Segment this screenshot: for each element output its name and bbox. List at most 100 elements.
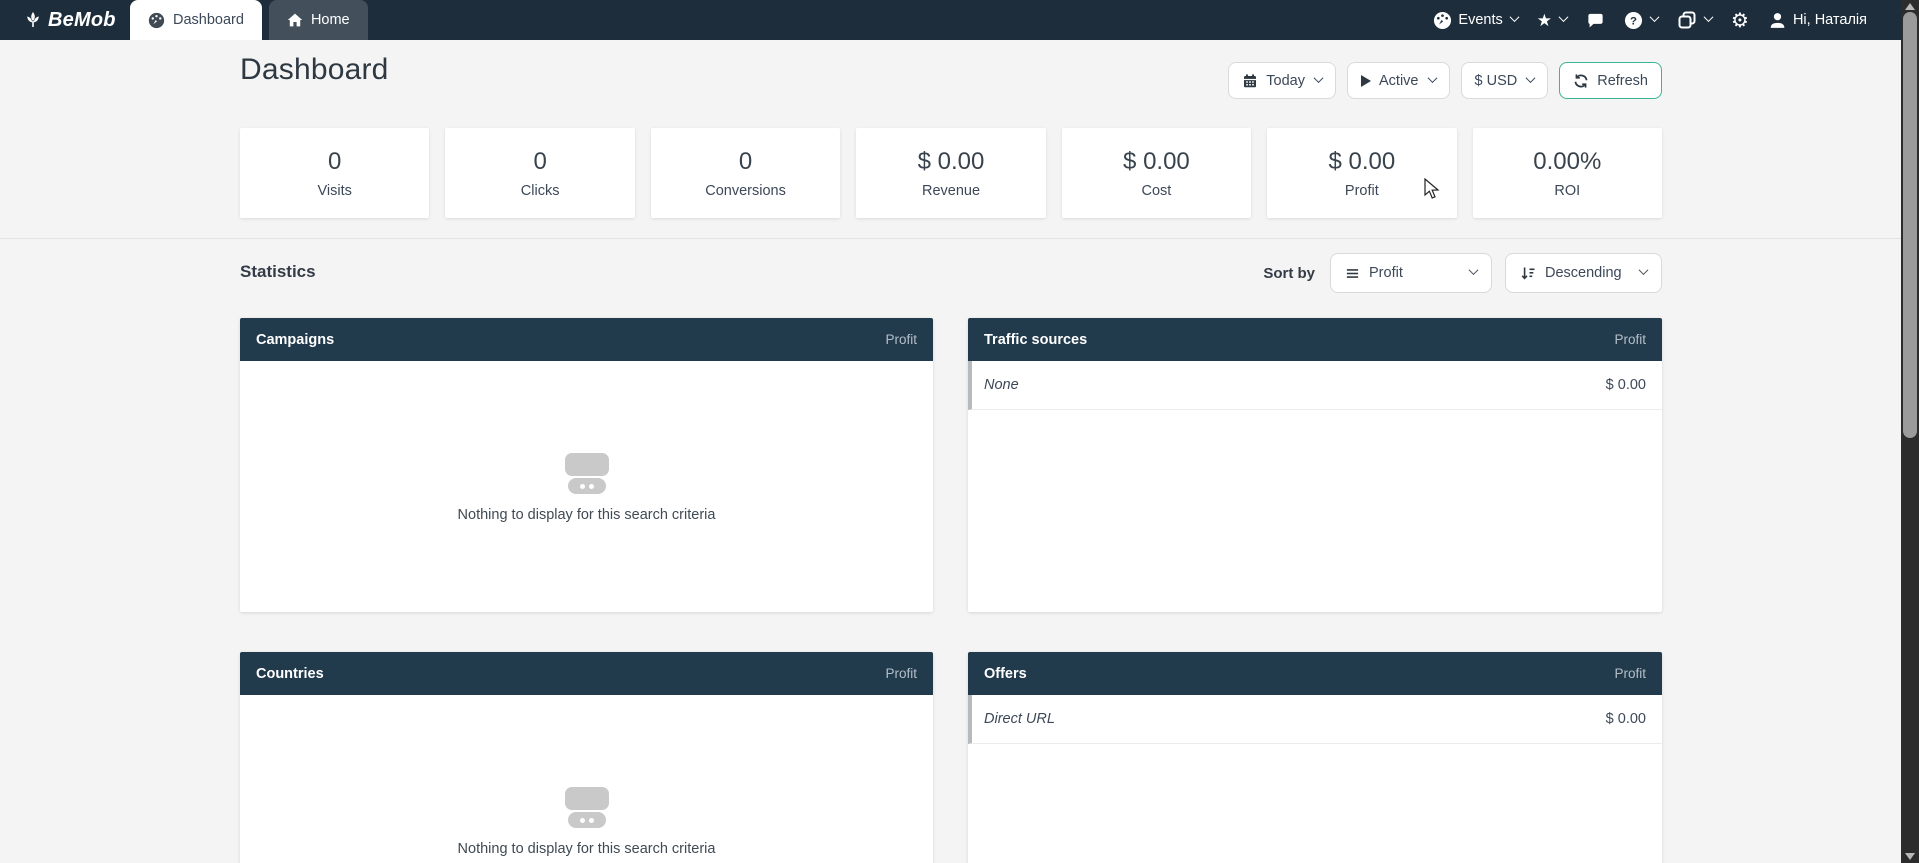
statistics-header: Statistics Sort by Profit Descending (240, 253, 1662, 293)
events-label: Events (1458, 12, 1503, 28)
navbar-right-cluster: Events ★ ? (1433, 0, 1867, 40)
panel-offers: Offers Profit Direct URL $ 0.00 (968, 652, 1662, 863)
no-data-icon (564, 453, 610, 494)
chevron-down-icon (1313, 72, 1324, 83)
panel-countries: Countries Profit Nothing to display for … (240, 652, 933, 863)
help-menu[interactable]: ? (1624, 11, 1660, 30)
page-title: Dashboard (240, 53, 389, 86)
card-value: 0 (738, 147, 753, 175)
card-visits: 0 Visits (240, 128, 430, 218)
card-profit: $ 0.00 Profit (1267, 128, 1457, 218)
panel-title: Campaigns (256, 331, 335, 348)
panel-title: Countries (256, 665, 324, 682)
panel-title: Traffic sources (984, 331, 1088, 348)
user-menu[interactable]: Hi, Наталія (1768, 11, 1867, 30)
card-label: ROI (1554, 182, 1581, 199)
gauge-icon (148, 12, 165, 29)
chat-button[interactable] (1586, 11, 1605, 30)
row-value: $ 0.00 (1605, 711, 1646, 727)
card-cost: $ 0.00 Cost (1061, 128, 1252, 218)
empty-state-text: Nothing to display for this search crite… (457, 841, 716, 857)
bemob-logo[interactable]: BeMob (22, 0, 116, 40)
vertical-scrollbar[interactable] (1901, 0, 1919, 863)
card-revenue: $ 0.00 Revenue (856, 128, 1046, 218)
card-label: Conversions (705, 182, 786, 199)
tab-home[interactable]: Home (268, 0, 368, 40)
sort-field-select[interactable]: Profit (1330, 253, 1492, 293)
settings-button[interactable]: ⚙ (1731, 10, 1749, 30)
panel-metric: Profit (1614, 332, 1646, 347)
card-label: Clicks (520, 182, 560, 199)
no-data-icon (564, 787, 610, 828)
card-clicks: 0 Clicks (445, 128, 635, 218)
card-label: Visits (317, 182, 352, 199)
currency-button[interactable]: $ USD (1460, 62, 1549, 99)
panel-campaigns: Campaigns Profit Nothing to display for … (240, 318, 933, 612)
chevron-down-icon (1703, 12, 1714, 23)
currency-label: $ USD (1474, 72, 1518, 89)
status-filter-button[interactable]: Active (1347, 62, 1450, 99)
panel-header: Offers Profit (968, 652, 1662, 695)
hamburger-icon (1345, 266, 1360, 281)
table-row[interactable]: Direct URL $ 0.00 (968, 695, 1662, 744)
chevron-down-icon (1509, 12, 1520, 23)
sort-direction-select[interactable]: Descending (1505, 253, 1662, 293)
sort-field-value: Profit (1369, 265, 1403, 281)
card-label: Revenue (921, 182, 981, 199)
empty-state-text: Nothing to display for this search crite… (457, 507, 716, 523)
row-value: $ 0.00 (1605, 377, 1646, 393)
date-range-button[interactable]: Today (1228, 62, 1336, 99)
card-label: Cost (1141, 182, 1172, 199)
nav-tabs: Dashboard Home (130, 0, 368, 40)
chevron-down-icon (1638, 265, 1649, 276)
card-value: $ 0.00 (917, 147, 985, 175)
workspaces-menu[interactable] (1677, 10, 1714, 30)
panel-metric: Profit (1614, 666, 1646, 681)
scrollbar-thumb[interactable] (1903, 12, 1917, 438)
home-icon (287, 12, 303, 28)
sort-descending-icon (1520, 265, 1536, 281)
panel-header: Traffic sources Profit (968, 318, 1662, 361)
sort-by-label: Sort by (1263, 264, 1315, 282)
table-row[interactable]: None $ 0.00 (968, 361, 1662, 410)
favorites-menu[interactable]: ★ (1536, 10, 1569, 30)
panel-metric: Profit (885, 332, 917, 347)
refresh-label: Refresh (1597, 72, 1648, 89)
card-value: 0 (328, 147, 342, 175)
row-name: Direct URL (984, 711, 1055, 727)
section-divider (0, 238, 1901, 239)
dashboard-toolbar: Today Active $ USD Refresh (1228, 62, 1662, 99)
pages-icon (1677, 10, 1697, 30)
tab-dashboard[interactable]: Dashboard (130, 0, 262, 40)
star-icon: ★ (1536, 10, 1553, 30)
bemob-logo-text: BeMob (48, 8, 116, 31)
scroll-down-arrow[interactable] (1905, 853, 1915, 860)
scroll-up-arrow[interactable] (1905, 3, 1915, 10)
refresh-button[interactable]: Refresh (1559, 62, 1662, 99)
user-icon (1768, 11, 1787, 30)
play-icon (1361, 74, 1371, 87)
card-conversions: 0 Conversions (650, 128, 841, 218)
chat-icon (1586, 11, 1605, 30)
card-value: 0.00% (1533, 147, 1602, 175)
row-name: None (984, 377, 1019, 393)
statistics-heading: Statistics (240, 262, 316, 281)
card-value: $ 0.00 (1328, 147, 1396, 175)
panels-row-1: Campaigns Profit Nothing to display for … (240, 318, 1662, 612)
tab-dashboard-label: Dashboard (173, 12, 244, 28)
panels-row-2: Countries Profit Nothing to display for … (240, 652, 1662, 863)
status-filter-label: Active (1379, 72, 1419, 89)
panel-header: Countries Profit (240, 652, 933, 695)
chevron-down-icon (1427, 72, 1437, 83)
sort-controls: Sort by Profit Descending (1263, 253, 1662, 293)
panel-traffic-sources: Traffic sources Profit None $ 0.00 (968, 318, 1662, 612)
tab-home-label: Home (310, 12, 350, 28)
chevron-down-icon (1649, 12, 1660, 23)
bemob-logo-icon (22, 9, 44, 31)
events-menu[interactable]: Events (1433, 11, 1520, 30)
card-roi: 0.00% ROI (1472, 128, 1662, 218)
calendar-icon (1242, 73, 1258, 89)
empty-state: Nothing to display for this search crite… (240, 361, 933, 612)
panel-metric: Profit (885, 666, 917, 681)
card-label: Profit (1344, 182, 1379, 199)
